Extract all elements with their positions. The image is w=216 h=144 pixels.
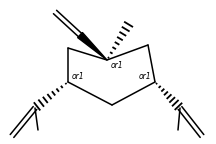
Text: or1: or1: [111, 61, 124, 70]
Text: or1: or1: [72, 72, 85, 81]
Text: or1: or1: [138, 72, 151, 81]
Polygon shape: [78, 32, 107, 60]
